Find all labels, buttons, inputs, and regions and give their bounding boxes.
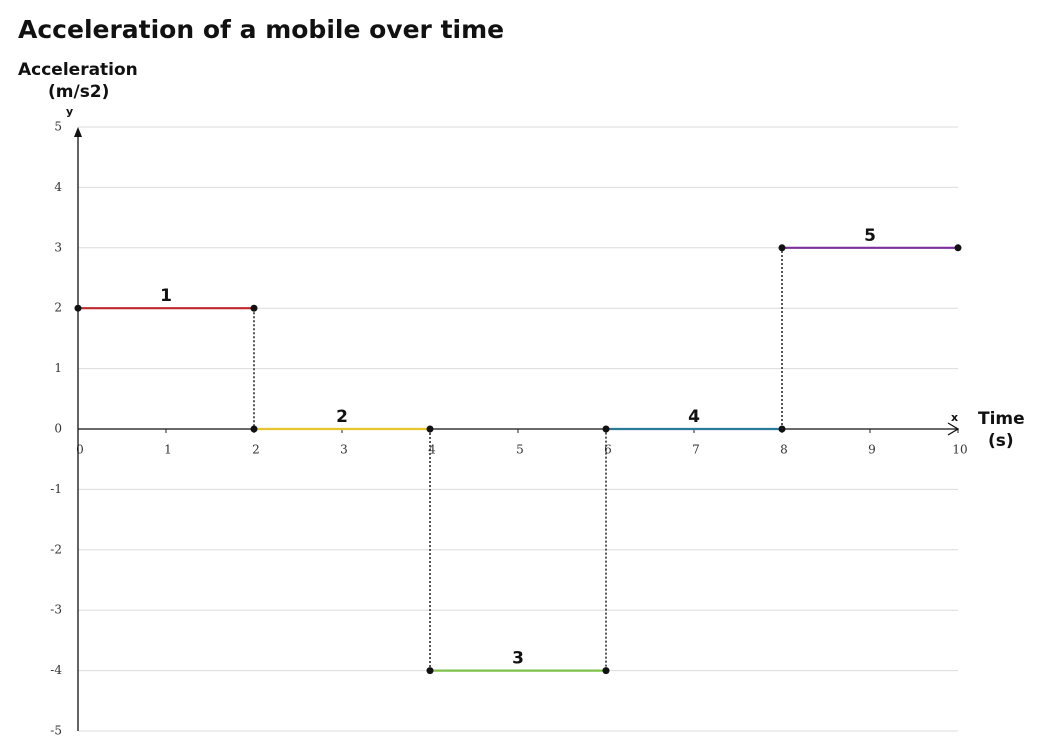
x-tick-label: 0 (76, 443, 84, 457)
x-axis-label: Time (978, 409, 1025, 429)
point (778, 425, 786, 433)
x-tick-label: 6 (604, 443, 612, 457)
y-axis-label: Acceleration (18, 60, 138, 80)
point (426, 425, 434, 433)
point (778, 244, 786, 252)
y-axis-arrow (74, 127, 82, 137)
segment-label: 5 (864, 226, 876, 246)
segment-label: 3 (512, 649, 524, 669)
y-tick-label: 1 (54, 361, 62, 375)
point (602, 425, 610, 433)
x-axis-label: (s) (988, 431, 1014, 451)
y-tick-label: 2 (54, 301, 62, 315)
chart-title: Acceleration of a mobile over time (18, 15, 504, 44)
point (426, 667, 434, 675)
y-tick-label: -1 (50, 482, 62, 496)
x-tick-label: 2 (252, 443, 260, 457)
y-axis-label: (m/s2) (48, 82, 109, 102)
point (954, 244, 962, 252)
segment-label: 4 (688, 407, 700, 427)
point (250, 425, 258, 433)
segment-label: 1 (160, 286, 172, 306)
y-tick-label: 5 (54, 120, 62, 134)
x-tick-label: 7 (692, 443, 700, 457)
point (602, 667, 610, 675)
x-axis-letter: x (951, 411, 958, 424)
y-tick-label: -2 (50, 542, 62, 556)
x-tick-label: 9 (868, 443, 876, 457)
x-tick-label: 5 (516, 443, 524, 457)
x-tick-label: 4 (428, 443, 436, 457)
point (74, 304, 82, 312)
y-tick-label: -3 (50, 603, 62, 617)
y-tick-label: -5 (50, 724, 62, 738)
x-tick-label: 3 (340, 443, 348, 457)
y-tick-label: 3 (54, 240, 62, 254)
x-tick-label: 1 (164, 443, 172, 457)
y-axis-letter: y (66, 105, 73, 118)
y-tick-label: 0 (54, 422, 62, 436)
y-tick-label: -4 (50, 663, 62, 677)
y-tick-label: 4 (54, 180, 62, 194)
point (250, 304, 258, 312)
segment-label: 2 (336, 407, 348, 427)
x-tick-label: 8 (780, 443, 788, 457)
x-axis-arrow (947, 422, 960, 436)
x-tick-label: 10 (952, 443, 967, 457)
